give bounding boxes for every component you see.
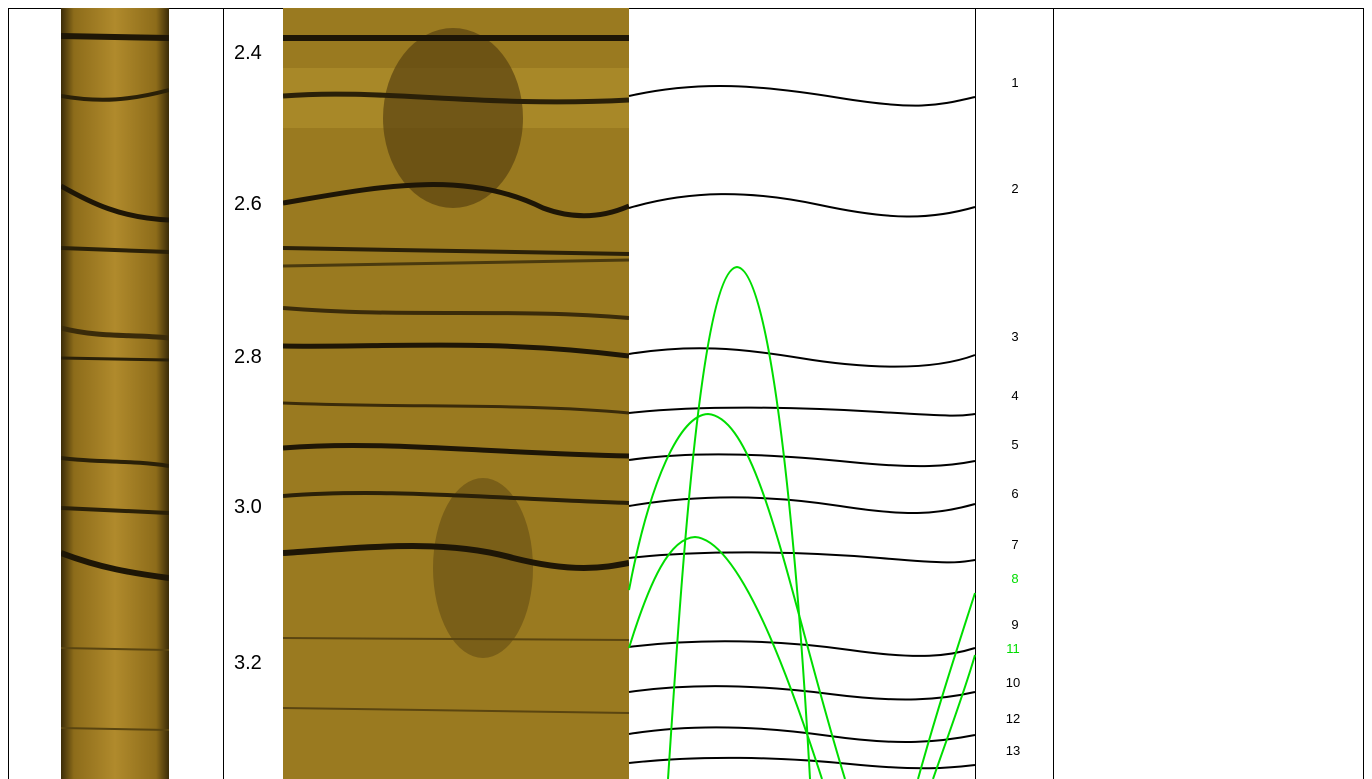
trace-label-2: 2 (1011, 181, 1019, 196)
depth-label: 3.2 (234, 652, 262, 674)
depth-label: 2.4 (234, 42, 262, 64)
planar-trace-1 (628, 84, 976, 107)
planar-trace-3 (628, 347, 976, 368)
trace-label-6: 6 (1011, 486, 1019, 501)
planar-trace-6 (628, 496, 976, 514)
trace-label-7: 7 (1011, 537, 1019, 552)
depth-label: 2.6 (234, 193, 262, 215)
steep-trace-right-b (932, 654, 976, 779)
divider-line (975, 8, 976, 779)
trace-label-12: 12 (1005, 711, 1021, 726)
trace-label-13: 13 (1005, 743, 1021, 758)
trace-label-4: 4 (1011, 388, 1019, 403)
divider-line (223, 8, 224, 779)
trace-label-8: 8 (1011, 571, 1019, 586)
trace-label-1: 1 (1011, 75, 1019, 90)
planar-trace-7 (628, 551, 976, 564)
steep-trace-11a (628, 412, 846, 779)
core-column-texture (61, 8, 169, 779)
depth-label: 3.0 (234, 496, 262, 518)
planar-trace-10 (628, 685, 976, 701)
depth-label: 2.8 (234, 346, 262, 368)
trace-label-9: 9 (1011, 617, 1019, 632)
planar-trace-9 (628, 640, 976, 657)
planar-trace-2 (628, 193, 976, 218)
planar-trace-12 (628, 726, 976, 743)
borehole-core-column (61, 8, 169, 779)
steep-trace-8 (667, 265, 811, 779)
trace-label-10: 10 (1005, 675, 1021, 690)
unrolled-borehole-image (283, 8, 629, 779)
planar-trace-4 (628, 406, 976, 417)
divider-line (1053, 8, 1054, 779)
planar-trace-5 (628, 453, 976, 468)
figure-frame (8, 8, 1364, 779)
steep-trace-right-a (917, 592, 976, 779)
planar-trace-13 (628, 756, 976, 770)
trace-label-11: 11 (1006, 641, 1020, 656)
unrolled-image-texture (283, 8, 629, 779)
steep-trace-11b (628, 535, 823, 779)
trace-label-3: 3 (1011, 329, 1019, 344)
trace-label-5: 5 (1011, 437, 1019, 452)
